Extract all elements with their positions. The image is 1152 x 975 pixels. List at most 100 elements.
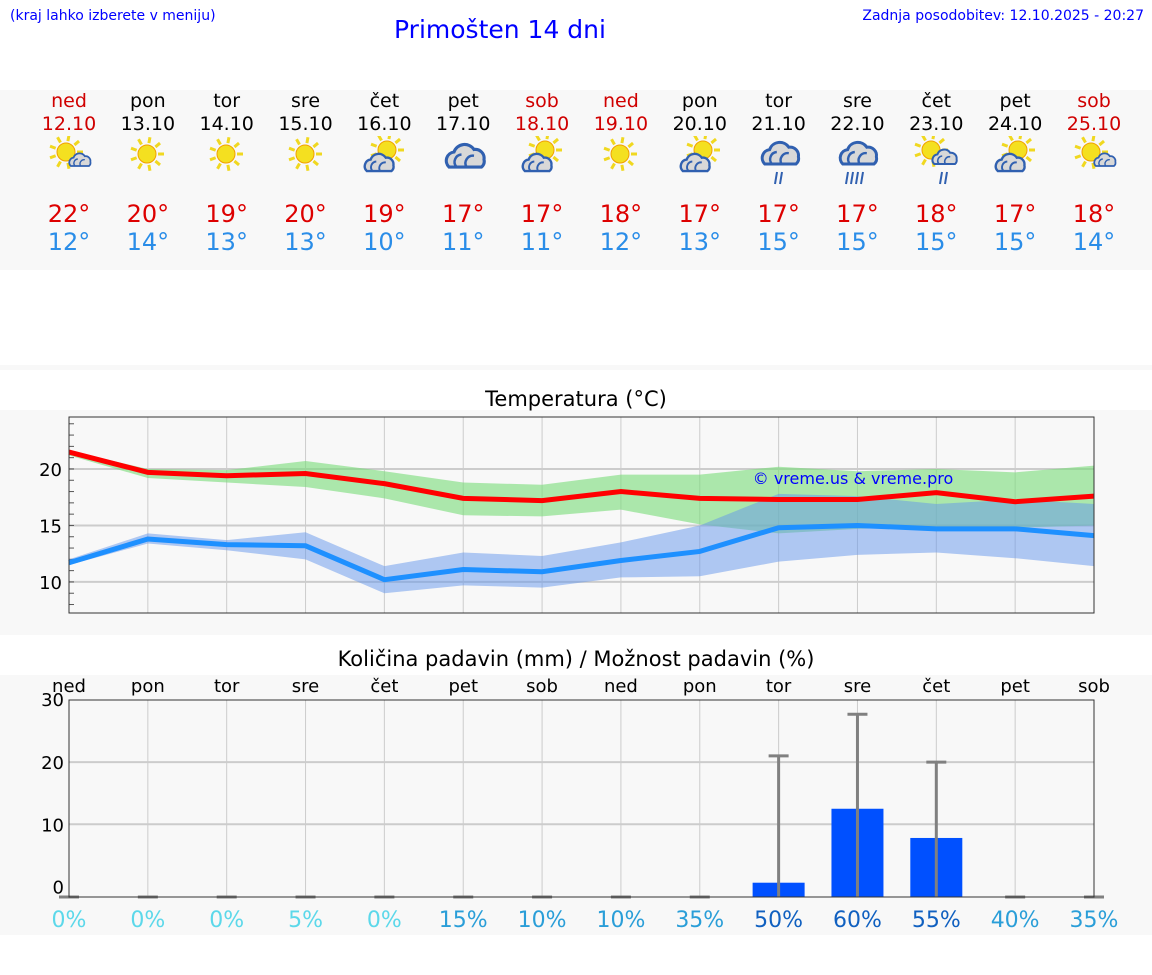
day-forecast: čet 23.10 18° 15°	[896, 90, 976, 260]
day-name: čet	[369, 90, 400, 112]
max-temperature: 19°	[205, 200, 248, 228]
day-label: ned	[52, 676, 86, 697]
sun-icon	[288, 136, 322, 172]
daily-forecast-strip	[0, 90, 1152, 270]
sun-cloud-icon	[994, 136, 1036, 173]
watermark: © vreme.us & vreme.pro	[753, 469, 954, 488]
day-name: ned	[603, 90, 639, 112]
y-tick-label: 10	[39, 573, 62, 594]
day-label: čet	[922, 676, 950, 697]
day-date: 16.10	[357, 113, 412, 135]
max-temp-line	[68, 449, 1095, 505]
min-temperature: 15°	[915, 228, 958, 256]
min-temperature: 14°	[126, 228, 170, 256]
day-name: tor	[213, 90, 241, 112]
day-label: ned	[604, 676, 638, 697]
day-forecast: pet 17.10 17° 11°	[423, 90, 503, 260]
sun-small-cloud-icon	[1074, 136, 1117, 170]
precip-probability: 10%	[518, 908, 567, 933]
day-date: 18.10	[514, 113, 570, 135]
day-name: pet	[999, 90, 1031, 112]
day-date: 12.10	[41, 113, 97, 135]
min-temp-line	[68, 522, 1095, 583]
day-forecast: ned 19.10 18° 12°	[581, 90, 661, 260]
day-label: tor	[766, 676, 792, 697]
day-forecast: ned 12.10 22° 12°	[29, 90, 109, 260]
sun-cloud-icon	[521, 136, 563, 173]
max-temperature: 20°	[126, 200, 170, 228]
sun-icon	[603, 136, 637, 172]
y-tick-label: 20	[41, 753, 64, 774]
max-temperature: 19°	[363, 200, 406, 228]
day-forecast: pon 13.10 20° 14°	[108, 90, 188, 260]
day-date: 21.10	[751, 113, 806, 135]
day-label: sre	[292, 676, 319, 697]
day-label: sob	[1078, 676, 1110, 697]
sun-icon	[130, 136, 164, 172]
day-forecast: pet 24.10 17° 15°	[975, 90, 1055, 260]
min-temperature: 15°	[993, 228, 1037, 256]
day-date: 13.10	[120, 113, 176, 135]
day-date: 19.10	[593, 113, 649, 135]
day-name: sob	[1077, 90, 1111, 112]
sun-small-cloud-icon	[49, 136, 92, 170]
precip-probability: 0%	[209, 908, 244, 933]
max-temperature: 18°	[1072, 200, 1116, 228]
cloud-rain-icon	[760, 140, 800, 185]
min-temperature: 12°	[599, 228, 643, 256]
temperature-chart-title: Temperatura (°C)	[485, 387, 667, 411]
max-temperature: 18°	[599, 200, 643, 228]
day-forecast: čet 16.10 19° 10°	[344, 90, 424, 260]
day-name: tor	[765, 90, 793, 112]
min-temperature: 11°	[441, 228, 485, 256]
min-temperature: 14°	[1072, 228, 1116, 256]
sun-cloud-icon	[679, 136, 720, 173]
location-hint: (kraj lahko izberete v meniju)	[10, 8, 216, 24]
precip-probability: 0%	[52, 908, 87, 933]
y-tick-label: 20	[39, 460, 62, 481]
precip-probability: 0%	[130, 908, 165, 933]
y-tick-label: 0	[53, 877, 64, 898]
day-label: tor	[214, 676, 240, 697]
day-forecast: sre 15.10 20° 13°	[266, 90, 346, 260]
precipitation-chart-title: Količina padavin (mm) / Možnost padavin …	[337, 647, 815, 671]
day-name: pet	[447, 90, 479, 112]
day-date: 24.10	[987, 113, 1043, 135]
day-label: čet	[370, 676, 398, 697]
cloud-heavy-rain-icon	[839, 140, 879, 185]
day-name: ned	[51, 90, 87, 112]
max-temperature: 20°	[284, 200, 327, 228]
precip-probability: 55%	[912, 908, 961, 933]
day-name: pon	[129, 90, 166, 112]
last-updated: Zadnja posodobitev: 12.10.2025 - 20:27	[862, 8, 1144, 24]
min-temperature: 10°	[363, 228, 406, 256]
day-name: sre	[842, 90, 872, 112]
day-forecast: sob 18.10 17° 11°	[502, 90, 582, 260]
y-tick-label: 15	[39, 516, 62, 537]
day-forecast: pon 20.10 17° 13°	[660, 90, 740, 260]
sun-icon	[209, 136, 243, 172]
day-date: 25.10	[1066, 113, 1122, 135]
day-label: sob	[526, 676, 558, 697]
page-title: Primošten 14 dni	[394, 15, 606, 44]
max-temperature: 17°	[441, 200, 485, 228]
y-tick-label: 30	[41, 690, 64, 711]
day-date: 22.10	[830, 113, 885, 135]
min-temperature: 15°	[836, 228, 879, 256]
precipitation-chart: 0102030ned0%pon0%tor0%sre5%čet0%pet15%so…	[41, 676, 1119, 933]
plot-frame	[68, 416, 1095, 614]
day-date: 20.10	[672, 113, 727, 135]
y-tick-label: 10	[41, 815, 64, 836]
max-temperature: 18°	[915, 200, 958, 228]
plot-frame	[68, 699, 1095, 898]
sun-cloud-rain-icon	[914, 136, 959, 185]
day-forecast: sre 22.10 17° 15°	[817, 90, 897, 260]
day-date: 23.10	[909, 113, 964, 135]
day-label: pet	[1000, 676, 1030, 697]
day-name: sre	[291, 90, 321, 112]
precip-probability: 0%	[367, 908, 402, 933]
max-temperature: 17°	[836, 200, 879, 228]
precip-probability: 35%	[1070, 908, 1119, 933]
precip-probability: 40%	[991, 908, 1040, 933]
precip-probability: 60%	[833, 908, 882, 933]
